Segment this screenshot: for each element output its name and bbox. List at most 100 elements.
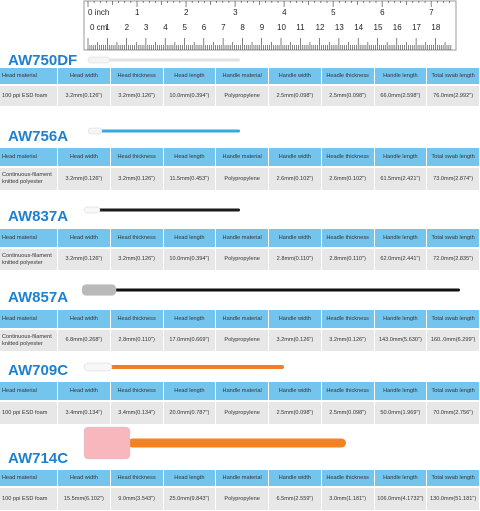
inch-label: 0 inch	[88, 8, 109, 17]
value-cell: 2.8mm(0.110")	[321, 249, 375, 270]
header-cell: Head width	[58, 68, 111, 84]
value-cell: 3.2mm(0.126")	[110, 86, 164, 106]
header-cell: Head thickness	[110, 148, 164, 166]
header-cell: Handle length	[374, 470, 428, 486]
swab-handle	[108, 58, 240, 62]
cm-label: 12	[316, 23, 325, 32]
header-cell: Head material	[0, 148, 58, 166]
inch-label: 2	[184, 8, 189, 17]
header-cell: Total swab length	[427, 382, 480, 400]
value-cell: 76.0mm(2.992")	[427, 86, 480, 106]
swab-handle	[114, 288, 460, 292]
cm-label: 13	[335, 23, 344, 32]
value-cell: 70.0mm(2.756")	[427, 402, 480, 424]
product-name: AW714C	[8, 450, 69, 467]
swab-head	[81, 284, 117, 296]
inch-label: 5	[331, 8, 336, 17]
swab-head	[87, 127, 103, 135]
header-cell: Head length	[163, 68, 217, 84]
cm-label: 10	[277, 23, 286, 32]
product-name: AW756A	[8, 128, 69, 145]
header-cell: Head width	[58, 310, 111, 328]
swab-handle	[110, 365, 284, 369]
header-cell: Head width	[58, 382, 111, 400]
value-cell: Polypropylene	[216, 86, 269, 106]
value-cell: Polypropylene	[216, 402, 269, 424]
value-cell: 2.5mm(0.098")	[321, 86, 375, 106]
header-cell: Headle thickness	[321, 470, 375, 486]
swab-head	[83, 426, 131, 460]
value-cell: 100 ppi ESD foam	[0, 86, 58, 106]
header-row: Head material Head width Head thickness Hea…	[0, 382, 480, 400]
cm-label: 8	[240, 23, 245, 32]
header-cell: Headle thickness	[321, 148, 375, 166]
value-cell: 3.2mm(0.126")	[58, 86, 111, 106]
value-cell: 2.6mm(0.102")	[269, 168, 322, 190]
value-row: 100 ppi ESD foam 3.4mm(0.134") 3.4mm(0.134…	[0, 402, 480, 424]
value-cell: 160..0mm(6.299")	[427, 330, 480, 351]
header-row: Head material Head width Head thickness Hea…	[0, 470, 480, 486]
header-cell: Handle length	[374, 310, 428, 328]
value-cell: 72.0mm(2.835")	[427, 249, 480, 270]
product-name: AW709C	[8, 362, 69, 379]
header-cell: Head length	[163, 470, 217, 486]
value-cell: 3.2mm(0.126")	[269, 330, 322, 351]
header-cell: Total swab length	[427, 310, 480, 328]
product-name: AW837A	[8, 208, 69, 225]
header-cell: Headle thickness	[321, 229, 375, 247]
header-cell: Headle thickness	[321, 382, 375, 400]
swab-head	[83, 206, 101, 214]
value-cell: Polypropylene	[216, 488, 269, 510]
value-cell: 3.2mm(0.126")	[58, 249, 111, 270]
value-cell: 50.0mm(1.969")	[374, 402, 428, 424]
cm-label: 18	[431, 23, 440, 32]
cm-label: 4	[163, 23, 168, 32]
header-cell: Handle width	[269, 382, 322, 400]
value-cell: 3.4mm(0.134")	[110, 402, 164, 424]
header-cell: Handle material	[216, 470, 269, 486]
cm-label: 9	[260, 23, 265, 32]
cm-label: 2	[125, 23, 130, 32]
cm-label: 15	[374, 23, 383, 32]
header-cell: Head width	[58, 148, 111, 166]
value-cell: 25.0mm(9.843")	[163, 488, 217, 510]
value-cell: Polypropylene	[216, 249, 269, 270]
value-cell: Polypropylene	[216, 330, 269, 351]
inch-label: 1	[135, 8, 140, 17]
value-row: 100 ppi ESD foam 15.5mm(6.102") 9.0mm(3.54…	[0, 488, 480, 510]
header-cell: Head thickness	[110, 310, 164, 328]
cm-label: 5	[183, 23, 188, 32]
header-cell: Head material	[0, 470, 58, 486]
header-cell: Head length	[163, 382, 217, 400]
header-cell: Head width	[58, 229, 111, 247]
cm-label: 0 cm	[90, 23, 108, 32]
cm-label: 7	[221, 23, 226, 32]
header-cell: Head thickness	[110, 68, 164, 84]
header-cell: Handle width	[269, 310, 322, 328]
value-cell: 3.2mm(0.126")	[321, 330, 375, 351]
value-cell: Continuous-filament knitted polyester	[0, 249, 58, 270]
value-cell: 11.5mm(0.453")	[163, 168, 217, 190]
value-cell: 6.5mm(2.559")	[269, 488, 322, 510]
inch-label: 4	[282, 8, 287, 17]
header-cell: Head length	[163, 229, 217, 247]
value-cell: 2.8mm(0.110")	[110, 330, 164, 351]
ruler: 0 inch 1 2 3 4 5 6 70 cm1 2 3 4 5 6 7 8 9 10 11 12 13 14 15 16…	[83, 0, 457, 51]
value-cell: Continuous-filament knitted polyester	[0, 330, 58, 351]
header-cell: Handle length	[374, 68, 428, 84]
cm-label: 17	[412, 23, 421, 32]
value-cell: 3.0mm(1.181")	[321, 488, 375, 510]
value-cell: 3.4mm(0.134")	[58, 402, 111, 424]
header-cell: Handle width	[269, 68, 322, 84]
header-cell: Head length	[163, 310, 217, 328]
value-cell: 15.5mm(6.102")	[58, 488, 111, 510]
value-cell: 2.6mm(0.102")	[321, 168, 375, 190]
value-row: Continuous-filament knitted polyester 3.2…	[0, 168, 480, 190]
swab-handle	[128, 438, 346, 448]
value-cell: 143.0mm(5.630")	[374, 330, 428, 351]
header-cell: Total swab length	[427, 470, 480, 486]
header-cell: Handle length	[374, 229, 428, 247]
header-cell: Handle material	[216, 382, 269, 400]
cm-label: 1	[105, 23, 110, 32]
